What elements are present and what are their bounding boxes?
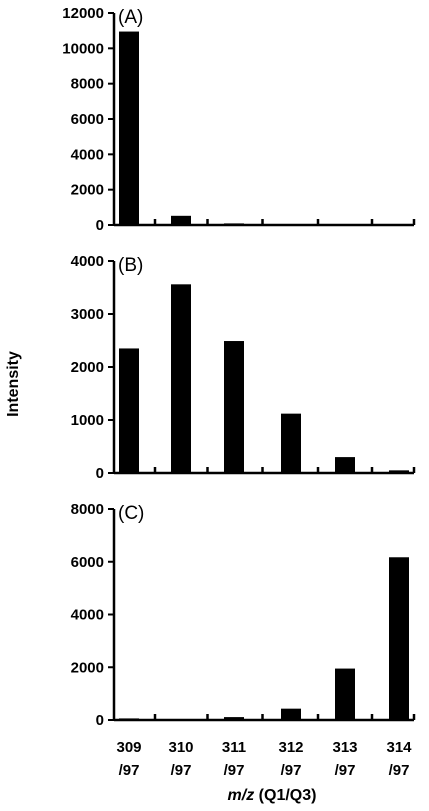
y-tick-label: 10000 [62,40,104,57]
y-tick-label: 8000 [71,76,104,93]
y-tick-label: 2000 [71,182,104,199]
panel-c: 0 2000 4000 6000 8000 (C) [71,501,416,729]
x-axis-title-rest: (Q1/Q3) [254,787,316,804]
y-tick-label: 1000 [71,412,104,429]
x-category-label-bottom: /97 [389,762,410,779]
x-category-label-bottom: /97 [224,762,245,779]
y-tick-label: 3000 [71,306,104,323]
bar-314-97 [389,470,409,473]
y-tick-label: 4000 [71,607,104,624]
panel-b: 0 1000 2000 3000 4000 (B) [71,253,416,482]
x-category-label-top: 310 [168,739,193,756]
y-tick-label: 2000 [71,359,104,376]
chart-panels: 0 2000 4000 6000 8000 10000 12000 (A) 0 1000 2000 3… [62,5,416,729]
x-category-label-bottom: /97 [171,762,192,779]
bar-311-97 [224,717,244,720]
bar-309-97 [119,348,139,473]
y-tick-label: 6000 [71,111,104,128]
y-tick-label: 8000 [71,501,104,518]
bar-310-97 [171,284,191,473]
x-category-label-top: 313 [332,739,357,756]
y-tick-label: 6000 [71,554,104,571]
x-category-label-bottom: /97 [335,762,356,779]
panel-label: (C) [118,503,144,524]
y-tick-label: 0 [96,712,104,729]
x-category-labels: 309/97 310/97 311/97 312/97 313/97 314/97 [116,739,412,779]
panel-label: (B) [118,255,143,276]
bar-312-97 [281,708,301,720]
x-category-label-top: 312 [278,739,303,756]
bar-312-97 [281,413,301,473]
bar-309-97 [119,718,139,720]
x-category-label-bottom: /97 [281,762,302,779]
x-category-label-top: 309 [116,739,141,756]
x-category-label-bottom: /97 [119,762,140,779]
y-tick-label: 2000 [71,659,104,676]
panel-a: 0 2000 4000 6000 8000 10000 12000 (A) [62,5,416,234]
x-category-label-top: 314 [386,739,412,756]
y-tick-label: 0 [96,465,104,482]
bar-311-97 [224,341,244,473]
y-tick-label: 12000 [62,5,104,22]
bar-313-97 [335,457,355,473]
bar-311-97 [224,223,244,225]
bar-314-97 [389,557,409,720]
x-axis-title-italic: m/z [228,787,255,804]
y-axis-title: Intensity [5,351,22,417]
y-tick-label: 4000 [71,253,104,270]
bar-310-97 [171,215,191,225]
x-category-label-top: 311 [222,739,246,756]
bar-313-97 [335,668,355,720]
x-axis-title: m/z (Q1/Q3) [228,787,317,804]
bar-309-97 [119,31,139,225]
panel-label: (A) [118,7,143,28]
y-tick-label: 4000 [71,146,104,163]
y-tick-label: 0 [96,217,104,234]
